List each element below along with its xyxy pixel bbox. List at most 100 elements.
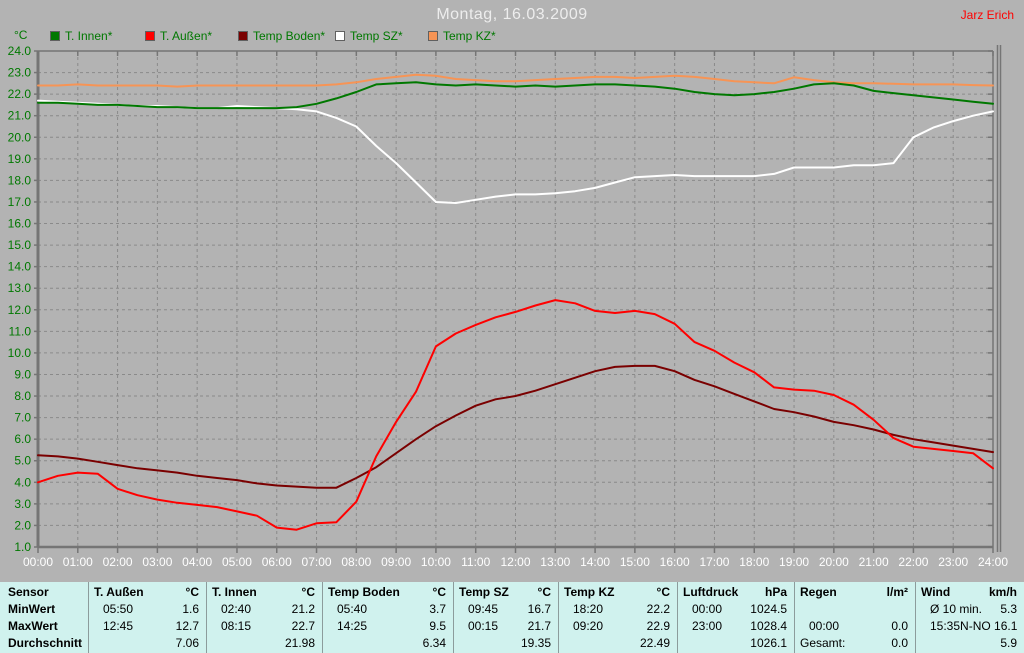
- author-watermark: Jarz Erich: [960, 8, 1014, 22]
- y-tick-label: 18.0: [8, 173, 32, 187]
- y-tick-label: 15.0: [8, 238, 32, 252]
- y-tick-label: 17.0: [8, 195, 32, 209]
- table-cell: 7.06: [175, 636, 199, 650]
- x-tick-label: 08:00: [341, 555, 371, 569]
- legend-item-temp-boden: Temp Boden*: [238, 29, 325, 43]
- x-tick-label: 15:00: [620, 555, 650, 569]
- legend-item-temp-sz: Temp SZ*: [335, 29, 403, 43]
- table-avg-row: 1026.1: [678, 635, 794, 652]
- y-tick-label: 13.0: [8, 281, 32, 295]
- table-max-row: 00:15 21.7: [454, 618, 558, 635]
- table-cell: [795, 601, 809, 618]
- table-cell: 0.0: [891, 636, 908, 650]
- x-tick-label: 11:00: [461, 555, 490, 569]
- x-tick-label: 06:00: [262, 555, 292, 569]
- table-cell: [89, 635, 103, 652]
- table-max-row: 12:45 12.7: [89, 618, 206, 635]
- table-cell: [678, 635, 692, 652]
- table-max-row: 09:20 22.9: [559, 618, 677, 635]
- table-cell: T. Innen: [212, 585, 257, 599]
- x-tick-label: 19:00: [779, 555, 809, 569]
- table-cell: 1028.4: [750, 619, 787, 633]
- table-col-t-innen: T. Innen °C 02:40 21.2 08:15 22.7 21.98: [206, 582, 322, 653]
- table-cell: 3.7: [429, 602, 446, 616]
- table-cell: 6.34: [422, 636, 446, 650]
- x-tick-label: 13:00: [540, 555, 570, 569]
- table-header-row: Temp Boden °C: [323, 584, 453, 601]
- y-tick-label: 4.0: [14, 475, 31, 489]
- x-tick-label: 01:00: [63, 555, 93, 569]
- table-header-row: T. Innen °C: [207, 584, 322, 601]
- table-cell: hPa: [764, 585, 787, 599]
- table-cell: Temp Boden: [328, 585, 400, 599]
- table-cell: [916, 635, 930, 652]
- table-cell: 12:45: [103, 619, 134, 633]
- y-axis-unit-label: °C: [14, 28, 28, 42]
- table-col-t-au-en: T. Außen °C 05:50 1.6 12:45 12.7 7.06: [88, 582, 206, 653]
- table-cell: 18:20: [573, 602, 604, 616]
- x-tick-label: 00:00: [23, 555, 53, 569]
- table-cell: Temp KZ: [564, 585, 615, 599]
- table-min-row: [795, 601, 915, 618]
- table-cell: Regen: [800, 585, 837, 599]
- legend-label-t-aussen: T. Außen*: [160, 29, 213, 43]
- row-label-minwert: MinWert: [8, 602, 56, 616]
- table-cell: °C: [537, 585, 551, 599]
- legend-item-t-innen: T. Innen*: [50, 29, 112, 43]
- table-cell: 14:25: [337, 619, 368, 633]
- table-cell: 05:50: [103, 602, 134, 616]
- table-cell: 22.2: [646, 602, 670, 616]
- series-line-temp-boden-: [37, 364, 994, 489]
- x-tick-label: 23:00: [938, 555, 968, 569]
- legend-item-temp-kz: Temp KZ*: [428, 29, 496, 43]
- x-tick-label: 02:00: [103, 555, 133, 569]
- y-tick-label: 23.0: [8, 66, 32, 80]
- table-col-wind: Wind km/h Ø 10 min. 5.3 15:35 N-NO 16.1 5.9: [915, 582, 1024, 653]
- x-tick-label: 03:00: [142, 555, 172, 569]
- x-tick-label: 10:00: [421, 555, 451, 569]
- y-tick-label: 10.0: [8, 346, 32, 360]
- table-cell: N-NO 16.1: [960, 619, 1018, 633]
- table-cell: [454, 635, 468, 652]
- table-header-row: Temp KZ °C: [559, 584, 677, 601]
- y-tick-label: 9.0: [14, 367, 31, 381]
- table-col-luftdruck: Luftdruck hPa 00:00 1024.5 23:00 1028.4 1026.1: [677, 582, 794, 653]
- y-tick-label: 8.0: [14, 389, 31, 403]
- table-cell: 12.7: [175, 619, 199, 633]
- x-tick-label: 05:00: [222, 555, 252, 569]
- table-header-row: T. Außen °C: [89, 584, 206, 601]
- temp-kz-swatch-icon: [428, 31, 438, 41]
- table-cell: 22.9: [646, 619, 670, 633]
- x-tick-label: 14:00: [580, 555, 610, 569]
- table-cell: Gesamt:: [800, 636, 846, 650]
- x-tick-label: 18:00: [739, 555, 769, 569]
- x-tick-label: 12:00: [500, 555, 530, 569]
- table-cell: [323, 635, 337, 652]
- table-cell: 9.5: [429, 619, 446, 633]
- y-tick-label: 14.0: [8, 260, 32, 274]
- y-tick-label: 11.0: [9, 324, 32, 338]
- temp-boden-swatch-icon: [238, 31, 248, 41]
- y-tick-label: 16.0: [8, 217, 32, 231]
- x-tick-label: 24:00: [978, 555, 1008, 569]
- table-avg-row: Gesamt: 0.0: [795, 635, 915, 652]
- table-cell: °C: [656, 585, 670, 599]
- table-min-row: 18:20 22.2: [559, 601, 677, 618]
- table-max-row: 00:00 0.0: [795, 618, 915, 635]
- table-min-row: 02:40 21.2: [207, 601, 322, 618]
- table-min-row: 00:00 1024.5: [678, 601, 794, 618]
- x-tick-label: 07:00: [302, 555, 332, 569]
- table-cell: 00:00: [692, 602, 723, 616]
- table-cell: 02:40: [221, 602, 252, 616]
- table-min-row: 05:50 1.6: [89, 601, 206, 618]
- table-cell: [908, 601, 915, 618]
- table-max-row: 23:00 1028.4: [678, 618, 794, 635]
- table-cell: 08:15: [221, 619, 252, 633]
- y-tick-label: 5.0: [14, 454, 31, 468]
- table-cell: 0.0: [891, 619, 908, 633]
- series-line-t-au-en-: [37, 299, 994, 531]
- x-tick-label: 20:00: [819, 555, 849, 569]
- table-cell: °C: [301, 585, 315, 599]
- y-tick-label: 19.0: [8, 152, 32, 166]
